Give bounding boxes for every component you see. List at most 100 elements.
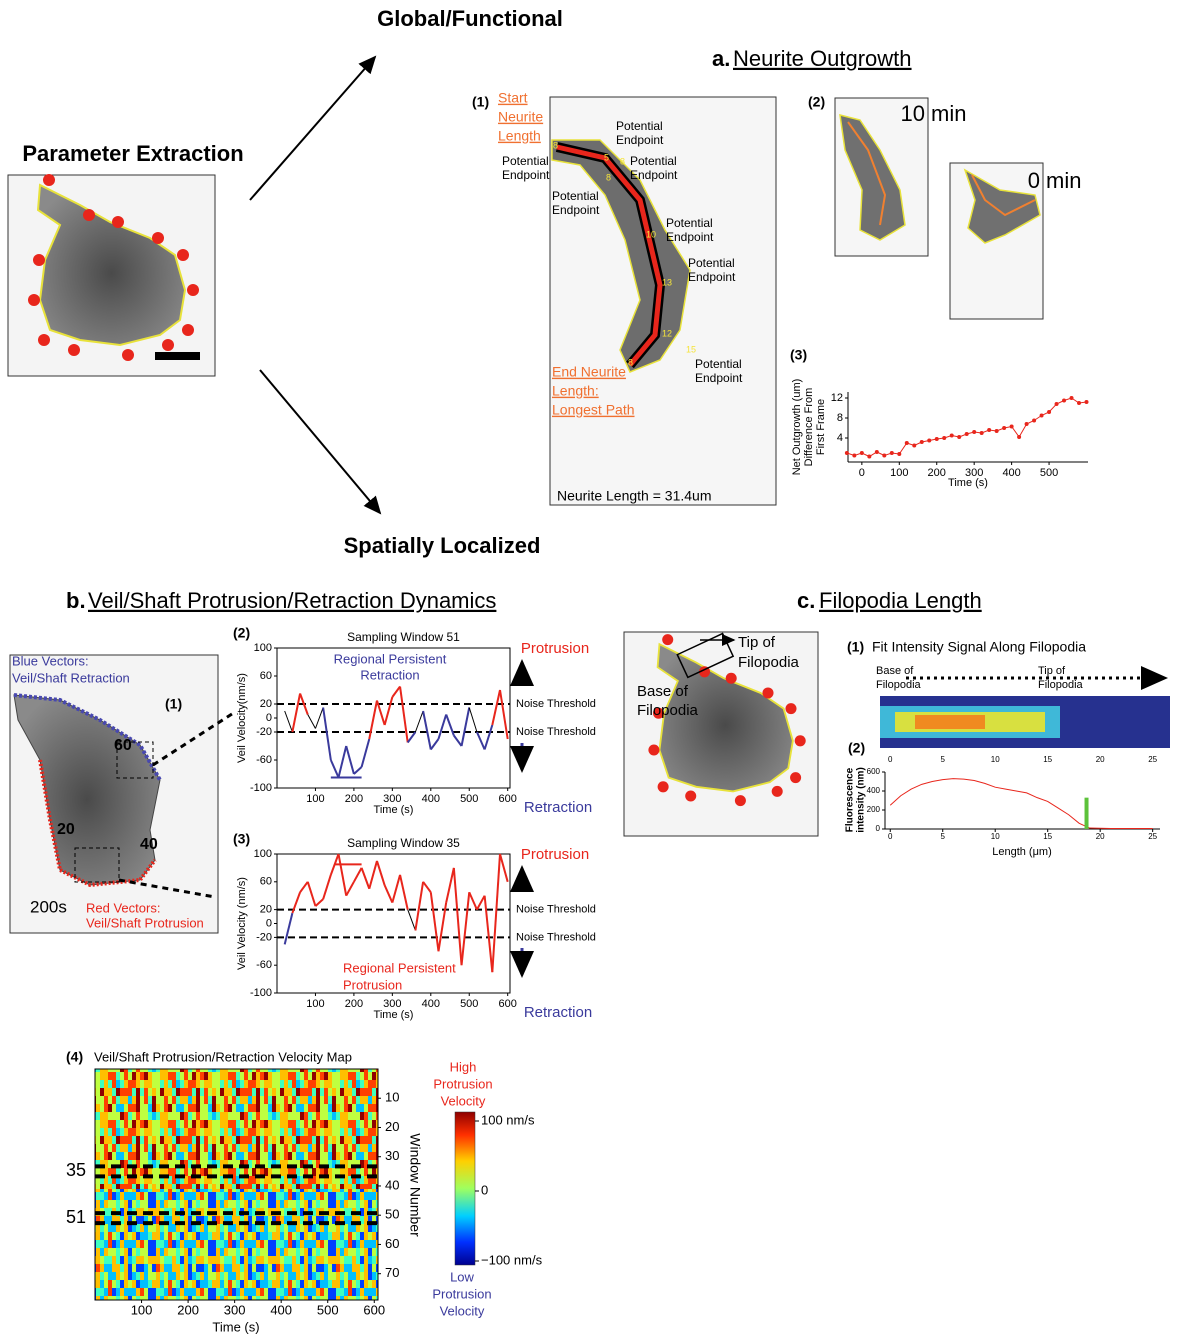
data-point (950, 434, 954, 438)
kymograph-band (915, 715, 985, 729)
x-tick-label: 10 (991, 832, 1000, 841)
label: Endpoint (688, 270, 736, 284)
data-line (847, 398, 1087, 457)
x-tick-label: 600 (363, 1302, 385, 1317)
label: (3) (790, 347, 807, 363)
colorbar (455, 1112, 475, 1265)
label: Regional Persistent (343, 960, 456, 975)
panel-letter: c. (797, 588, 815, 613)
page: { "headers": {"global": "Global/Function… (0, 0, 1178, 1338)
node-label: 8 (628, 357, 633, 367)
label: Retraction (524, 799, 592, 816)
y-tick-label: -60 (256, 959, 272, 971)
trace-segment (485, 896, 493, 972)
node-label: 12 (662, 328, 672, 338)
filopodium-tip (38, 334, 50, 346)
x-tick-label: 200 (928, 467, 946, 479)
data-point (845, 451, 849, 455)
arrow (250, 57, 375, 200)
label: (3) (233, 831, 250, 847)
y-tick-label: 10 (385, 1090, 399, 1105)
kymo-tick-label: 5 (941, 755, 946, 764)
data-point (942, 436, 946, 440)
trace-segment (346, 882, 354, 896)
trace-segment (446, 868, 454, 903)
label: Potential (695, 357, 742, 371)
figure: Global/FunctionalParameter ExtractionSpa… (0, 0, 1178, 1338)
node-label: 15 (686, 344, 696, 354)
label: Endpoint (616, 133, 664, 147)
data-point (860, 451, 864, 455)
scale-bar (155, 352, 200, 360)
x-tick-label: 20 (1096, 832, 1105, 841)
filopodium-tip (83, 209, 95, 221)
kymo-tick-label: 10 (991, 755, 1000, 764)
filopodium-tip (662, 634, 673, 645)
y-tick-label: 20 (260, 698, 272, 710)
trace-segment (415, 882, 423, 931)
trace-segment (431, 892, 439, 951)
trace-segment (477, 896, 485, 910)
data-point (897, 452, 901, 456)
data-point (1070, 396, 1074, 400)
y-tick-label: 20 (385, 1119, 399, 1134)
node-label: 8 (553, 140, 558, 150)
y-tick-label: 70 (385, 1265, 399, 1280)
kymo-tick-label: 20 (1096, 755, 1105, 764)
label: Potential (616, 119, 663, 133)
label: Retraction (360, 667, 419, 682)
trace-segment (369, 861, 377, 889)
data-point (1062, 399, 1066, 403)
y-tick-label: 30 (385, 1148, 399, 1163)
trace-segment (469, 708, 477, 733)
y-axis-label: Difference From (803, 388, 815, 467)
filopodium-tip (658, 781, 669, 792)
filopodium-tip (790, 772, 801, 783)
label: 200s (30, 897, 67, 916)
x-tick-label: 0 (888, 832, 893, 841)
filopodium-tip (68, 344, 80, 356)
trace-segment (423, 882, 431, 892)
heading: Spatially Localized (344, 533, 541, 558)
trace-segment (454, 736, 462, 747)
y-axis-label: Fluorescence (845, 767, 856, 832)
x-tick-label: 600 (499, 998, 517, 1010)
trace-segment (331, 760, 339, 778)
data-point (1055, 402, 1059, 406)
kymo-tick-label: 0 (888, 755, 893, 764)
x-tick-label: 15 (1043, 832, 1052, 841)
label: min (931, 101, 966, 126)
window-label: 51 (66, 1207, 86, 1227)
y-tick-label: 4 (837, 432, 843, 444)
label: High (450, 1059, 477, 1074)
label: Veil/Shaft Protrusion (86, 915, 204, 930)
label: Filopodia (1038, 679, 1084, 691)
filopodium-tip (795, 735, 806, 746)
data-point (980, 431, 984, 435)
label: Length (498, 128, 541, 144)
trace-segment (500, 854, 508, 882)
x-axis-label: Time (s) (212, 1319, 259, 1334)
arrow (260, 370, 380, 513)
label: Protrusion (521, 640, 589, 657)
filopodium-tip (43, 174, 55, 186)
label: Blue Vectors: (12, 653, 89, 668)
trace-segment (469, 892, 477, 909)
data-point (965, 432, 969, 436)
trace-segment (477, 732, 485, 750)
y-tick-label: 40 (385, 1177, 399, 1192)
plot-title: Fit Intensity Signal Along Filopodia (872, 639, 1086, 655)
x-axis-label: Time (s) (374, 804, 414, 816)
label: Regional Persistent (334, 651, 447, 666)
trace-segment (431, 739, 439, 750)
trace-segment (354, 868, 362, 882)
y-tick-label: 20 (260, 904, 272, 916)
heading: Global/Functional (377, 6, 563, 31)
label: 0 (1028, 168, 1040, 193)
trace-segment (462, 892, 470, 965)
colorbar-label: −100 nm/s (481, 1252, 543, 1267)
colorbar-label: 100 nm/s (481, 1112, 535, 1127)
x-tick-label: 400 (1002, 467, 1020, 479)
trace-segment (485, 725, 493, 750)
x-axis-label: Time (s) (948, 477, 988, 489)
